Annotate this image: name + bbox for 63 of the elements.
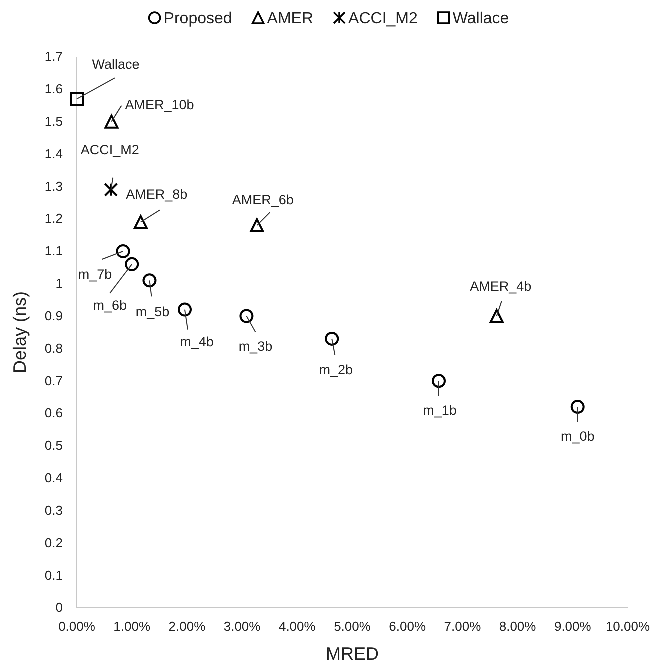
point — [70, 92, 84, 106]
x-tick-label: 7.00% — [444, 619, 482, 634]
annotation: ACCI_M2 — [80, 142, 140, 158]
point — [125, 257, 140, 272]
point — [134, 215, 148, 230]
y-tick-label: 0.8 — [44, 340, 63, 356]
x-axis-title: MRED — [326, 644, 379, 664]
point — [250, 218, 264, 233]
y-tick-label: 0.2 — [44, 535, 63, 550]
point — [116, 244, 130, 258]
x-tick-label: 5.00% — [334, 619, 372, 634]
annotation: m_1b — [423, 402, 457, 418]
y-tick-label: 0.6 — [44, 406, 63, 421]
x-tick-label: 2.00% — [168, 619, 206, 634]
x-tick-label: 4.00% — [278, 619, 316, 634]
annotation: AMER_4b — [470, 279, 532, 294]
y-tick-label: 1.2 — [44, 211, 63, 226]
annotation: m_0b — [560, 428, 595, 444]
y-tick-label: 1.4 — [44, 146, 63, 162]
y-tick-label: 0 — [56, 600, 63, 616]
annotation: m_2b — [319, 362, 354, 378]
point — [432, 374, 446, 388]
y-tick-label: 1 — [56, 276, 63, 292]
legend-label: ACCI_M2 — [348, 10, 418, 28]
y-tick-label: 1.1 — [44, 244, 63, 259]
point — [142, 274, 157, 288]
y-tick-label: 1.3 — [44, 178, 63, 194]
y-tick-label: 1.6 — [44, 82, 63, 97]
legend-label: Proposed — [164, 10, 232, 28]
y-tick-label: 0.7 — [44, 373, 63, 388]
x-tick-label: 6.00% — [389, 619, 426, 634]
annotation: m_7b — [78, 267, 112, 282]
point — [570, 400, 585, 414]
x-tick-label: 3.00% — [224, 619, 262, 634]
x-tick-label: 9.00% — [554, 619, 592, 634]
legend-label: Wallace — [452, 10, 510, 28]
point — [178, 302, 192, 317]
x-tick-label: 0.00% — [58, 619, 96, 634]
point — [325, 332, 340, 346]
x-tick-label: 1.00% — [114, 619, 151, 634]
y-tick-label: 0.4 — [44, 470, 63, 486]
point — [104, 114, 119, 129]
y-tick-label: 1.7 — [44, 49, 63, 64]
annotation: AMER_10b — [125, 98, 194, 113]
point — [240, 309, 254, 324]
annotation: AMER_6b — [232, 192, 294, 208]
point — [490, 309, 504, 324]
y-tick-label: 0.9 — [44, 308, 63, 324]
annotation: m_5b — [136, 304, 170, 320]
annotation: m_6b — [93, 298, 127, 314]
y-tick-label: 0.3 — [44, 502, 63, 518]
annotation: m_4b — [180, 334, 214, 350]
annotation: AMER_8b — [126, 187, 188, 202]
x-tick-label: 8.00% — [499, 619, 537, 634]
point — [104, 182, 118, 197]
y-tick-label: 0.1 — [44, 568, 63, 583]
annotation: m_3b — [238, 339, 273, 354]
annotation: Wallace — [92, 56, 140, 72]
legend-label: AMER — [267, 10, 314, 28]
y-tick-label: 0.5 — [44, 438, 63, 454]
y-axis-title: Delay (ns) — [10, 291, 30, 374]
x-tick-label: 10.00% — [606, 619, 650, 634]
y-tick-label: 1.5 — [44, 114, 63, 129]
